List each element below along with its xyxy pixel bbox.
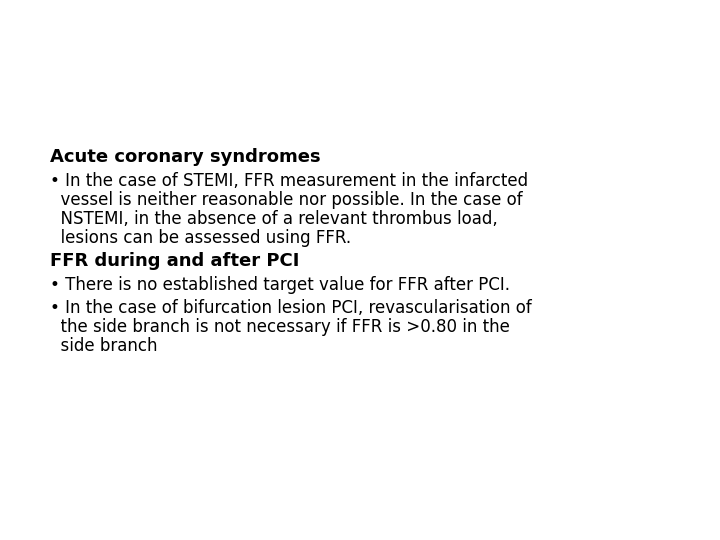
Text: • In the case of bifurcation lesion PCI, revascularisation of: • In the case of bifurcation lesion PCI,… — [50, 299, 532, 317]
Text: Acute coronary syndromes: Acute coronary syndromes — [50, 148, 320, 166]
Text: the side branch is not necessary if FFR is >0.80 in the: the side branch is not necessary if FFR … — [50, 318, 510, 336]
Text: lesions can be assessed using FFR.: lesions can be assessed using FFR. — [50, 229, 351, 247]
Text: • In the case of STEMI, FFR measurement in the infarcted: • In the case of STEMI, FFR measurement … — [50, 172, 528, 190]
Text: FFR during and after PCI: FFR during and after PCI — [50, 252, 300, 270]
Text: vessel is neither reasonable nor possible. In the case of: vessel is neither reasonable nor possibl… — [50, 191, 523, 209]
Text: NSTEMI, in the absence of a relevant thrombus load,: NSTEMI, in the absence of a relevant thr… — [50, 210, 498, 228]
Text: side branch: side branch — [50, 337, 158, 355]
Text: • There is no established target value for FFR after PCI.: • There is no established target value f… — [50, 276, 510, 294]
